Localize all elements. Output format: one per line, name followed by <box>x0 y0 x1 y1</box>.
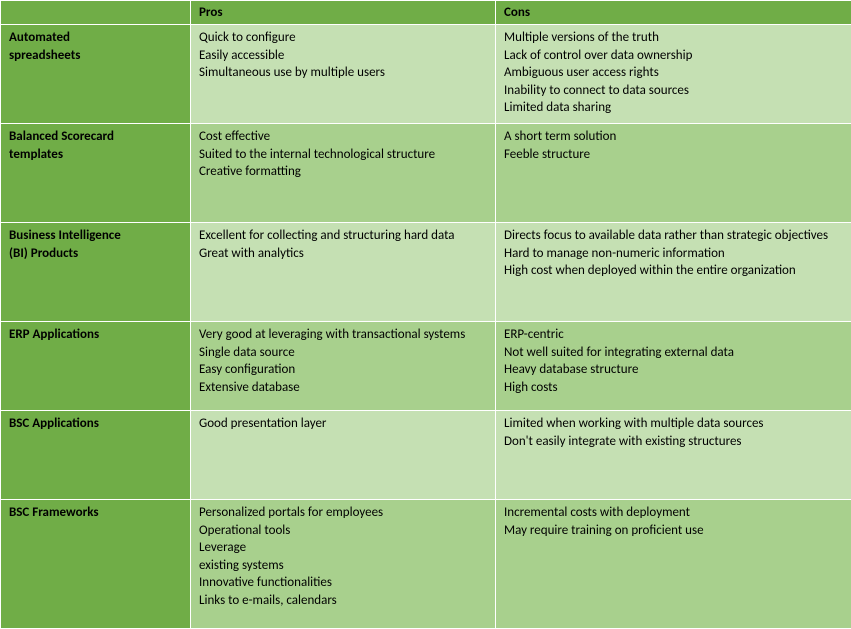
pros-line: Good presentation layer <box>199 415 487 433</box>
pros-line: existing systems <box>199 557 487 575</box>
pros-line: Leverage <box>199 539 487 557</box>
pros-line: Single data source <box>199 344 487 362</box>
row-label-line: BSC Applications <box>9 415 182 433</box>
cons-cell: Incremental costs with deploymentMay req… <box>496 500 851 629</box>
header-pros: Pros <box>191 1 496 25</box>
cons-line: Hard to manage non-numeric information <box>504 245 843 263</box>
row-label: BSC Applications <box>1 411 191 500</box>
row-label: Automatedspreadsheets <box>1 25 191 124</box>
cons-cell: Directs focus to available data rather t… <box>496 223 851 322</box>
pros-cell: Quick to configureEasily accessibleSimul… <box>191 25 496 124</box>
table-row: AutomatedspreadsheetsQuick to configureE… <box>1 25 851 124</box>
cons-cell: A short term solutionFeeble structure <box>496 124 851 223</box>
pros-line: Suited to the internal technological str… <box>199 146 487 164</box>
cons-line: ERP-centric <box>504 326 843 344</box>
pros-line: Very good at leveraging with transaction… <box>199 326 487 344</box>
table-body: AutomatedspreadsheetsQuick to configureE… <box>1 25 851 629</box>
cons-line: Feeble structure <box>504 146 843 164</box>
cons-line: Don't easily integrate with existing str… <box>504 433 843 451</box>
row-label: Balanced Scorecardtemplates <box>1 124 191 223</box>
pros-line: Personalized portals for employees <box>199 504 487 522</box>
cons-line: Directs focus to available data rather t… <box>504 227 843 245</box>
header-cons: Cons <box>496 1 851 25</box>
pros-line: Quick to configure <box>199 29 487 47</box>
cons-cell: ERP-centricNot well suited for integrati… <box>496 322 851 411</box>
pros-cell: Very good at leveraging with transaction… <box>191 322 496 411</box>
cons-line: High costs <box>504 379 843 397</box>
row-label: Business Intelligence(BI) Products <box>1 223 191 322</box>
row-label-line: Balanced Scorecard <box>9 128 182 146</box>
pros-cell: Excellent for collecting and structuring… <box>191 223 496 322</box>
cons-line: Limited data sharing <box>504 99 843 117</box>
table-row: Business Intelligence(BI) Products Excell… <box>1 223 851 322</box>
pros-cell: Personalized portals for employeesOperat… <box>191 500 496 629</box>
pros-line: Innovative functionalities <box>199 574 487 592</box>
cons-line: Not well suited for integrating external… <box>504 344 843 362</box>
cons-line: Multiple versions of the truth <box>504 29 843 47</box>
header-blank <box>1 1 191 25</box>
table-row: ERP Applications Very good at leveraging … <box>1 322 851 411</box>
row-label: ERP Applications <box>1 322 191 411</box>
pros-line: Simultaneous use by multiple users <box>199 64 487 82</box>
pros-cons-table: Pros Cons AutomatedspreadsheetsQuick to … <box>0 0 851 629</box>
cons-line: High cost when deployed within the entir… <box>504 262 843 280</box>
pros-line: Easy configuration <box>199 361 487 379</box>
row-label-line: (BI) Products <box>9 245 182 263</box>
row-label-line: templates <box>9 146 182 164</box>
cons-line: Limited when working with multiple data … <box>504 415 843 433</box>
cons-line: Ambiguous user access rights <box>504 64 843 82</box>
table-header-row: Pros Cons <box>1 1 851 25</box>
pros-line: Great with analytics <box>199 245 487 263</box>
cons-cell: Multiple versions of the truthLack of co… <box>496 25 851 124</box>
pros-cell: Good presentation layer <box>191 411 496 500</box>
cons-line: Heavy database structure <box>504 361 843 379</box>
pros-line: Excellent for collecting and structuring… <box>199 227 487 245</box>
pros-line: Easily accessible <box>199 47 487 65</box>
pros-line: Extensive database <box>199 379 487 397</box>
cons-cell: Limited when working with multiple data … <box>496 411 851 500</box>
row-label-line: Automated <box>9 29 182 47</box>
pros-cell: Cost effectiveSuited to the internal tec… <box>191 124 496 223</box>
pros-line: Creative formatting <box>199 163 487 181</box>
cons-line: Inability to connect to data sources <box>504 82 843 100</box>
cons-line: A short term solution <box>504 128 843 146</box>
table-row: Balanced ScorecardtemplatesCost effectiv… <box>1 124 851 223</box>
table-row: BSC Frameworks Personalized portals for e… <box>1 500 851 629</box>
row-label-line: spreadsheets <box>9 47 182 65</box>
pros-line: Cost effective <box>199 128 487 146</box>
row-label-line: ERP Applications <box>9 326 182 344</box>
pros-line: Operational tools <box>199 522 487 540</box>
cons-line: Lack of control over data ownership <box>504 47 843 65</box>
pros-line: Links to e-mails, calendars <box>199 592 487 610</box>
table-row: BSC Applications Good presentation layer L… <box>1 411 851 500</box>
cons-line: Incremental costs with deployment <box>504 504 843 522</box>
cons-line: May require training on proficient use <box>504 522 843 540</box>
row-label-line: Business Intelligence <box>9 227 182 245</box>
row-label-line: BSC Frameworks <box>9 504 182 522</box>
row-label: BSC Frameworks <box>1 500 191 629</box>
